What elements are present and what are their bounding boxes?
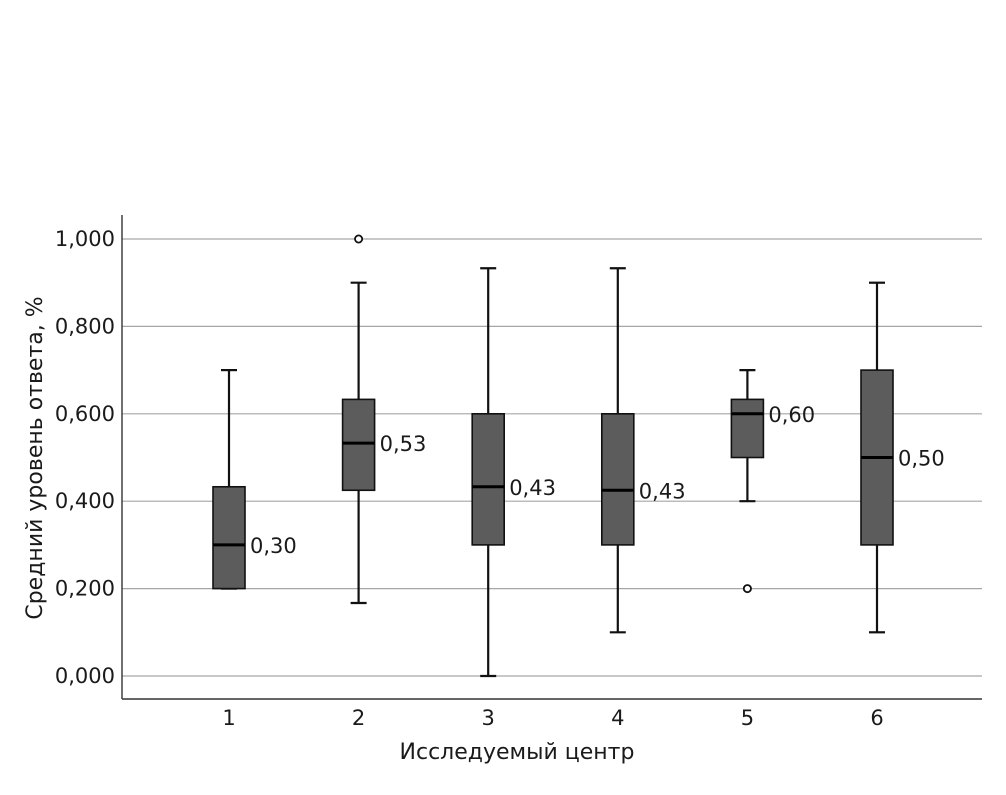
x-tick-label: 2 — [352, 706, 365, 730]
labels: 0,000 0,200 0,400 0,600 0,800 1,000 0,30 1 0,53 2… — [55, 227, 945, 730]
box-2 — [341, 234, 376, 605]
axes — [121, 215, 982, 700]
box-1 — [212, 369, 246, 590]
outlier-point — [354, 234, 364, 244]
box-3 — [471, 267, 506, 678]
iqr-box — [730, 398, 765, 459]
iqr-box — [471, 412, 506, 546]
y-tick-label: 0,000 — [55, 664, 115, 688]
median-value-label: 0,60 — [768, 403, 815, 427]
median-value-label: 0,50 — [898, 447, 945, 471]
x-tick-label: 4 — [611, 706, 624, 730]
outlier-point — [742, 584, 752, 594]
boxes — [212, 234, 894, 678]
median-value-label: 0,43 — [639, 479, 686, 503]
y-axis-title: Средний уровень ответа, % — [23, 296, 48, 619]
iqr-box — [600, 412, 635, 546]
x-axis-title: Исследуемый центр — [400, 740, 635, 765]
x-tick-label: 1 — [222, 706, 235, 730]
y-tick-label: 0,800 — [55, 314, 115, 338]
y-tick-label: 0,600 — [55, 402, 115, 426]
y-tick-label: 0,400 — [55, 489, 115, 513]
box-5 — [730, 369, 765, 594]
median-value-label: 0,30 — [250, 534, 297, 558]
box-6 — [860, 281, 894, 634]
iqr-box — [212, 485, 246, 590]
iqr-box — [341, 398, 376, 492]
x-tick-label: 5 — [741, 706, 754, 730]
grid-lines — [122, 238, 982, 677]
y-tick-label: 1,000 — [55, 227, 115, 251]
x-tick-label: 3 — [482, 706, 495, 730]
x-tick-label: 6 — [870, 706, 883, 730]
median-value-label: 0,53 — [380, 432, 427, 456]
median-value-label: 0,43 — [509, 476, 556, 500]
box-4 — [600, 267, 635, 634]
y-tick-label: 0,200 — [55, 577, 115, 601]
